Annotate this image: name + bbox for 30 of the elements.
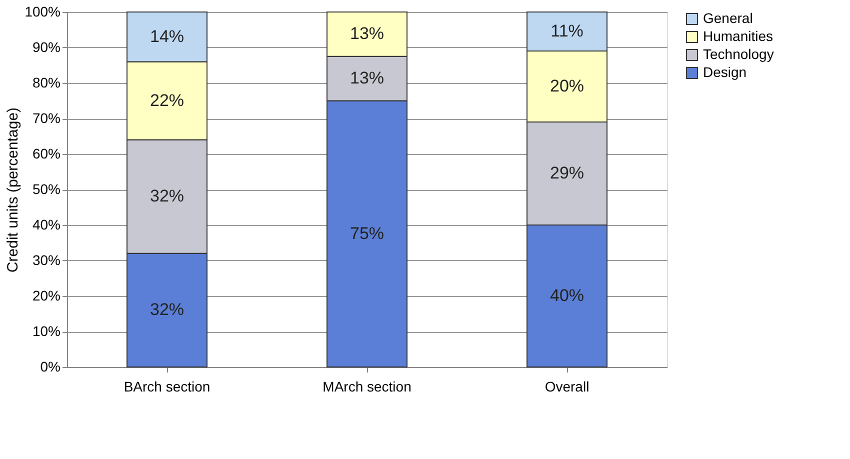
y-tick-label: 80% [32, 74, 60, 90]
y-tick-label: 30% [32, 252, 60, 268]
data-label: 14% [150, 26, 184, 46]
data-label: 20% [550, 76, 584, 96]
y-tick-label: 70% [32, 110, 60, 126]
x-tick-label: BArch section [124, 378, 210, 394]
legend-label: Design [703, 64, 747, 80]
y-tick-label: 0% [40, 358, 60, 374]
x-tick-label: MArch section [322, 378, 412, 394]
legend-label: Humanities [703, 28, 774, 44]
y-axis-title: Credit units (percentage) [4, 107, 22, 273]
data-label: 32% [150, 300, 184, 320]
y-tick-label: 40% [32, 216, 60, 232]
data-label: 13% [350, 68, 384, 88]
y-tick-label: 50% [32, 181, 60, 197]
data-label: 11% [550, 22, 584, 41]
data-label: 32% [150, 186, 184, 206]
y-tick-label: 20% [32, 288, 60, 304]
y-tick-label: 10% [32, 323, 60, 339]
data-label: 13% [350, 24, 384, 44]
data-label: 29% [550, 164, 584, 183]
legend-label: General [703, 10, 753, 26]
x-tick-label: Overall [544, 378, 590, 394]
y-tick-label: 100% [24, 4, 60, 20]
data-label: 75% [350, 224, 384, 243]
legend-label: Technology [703, 46, 774, 62]
data-label: 22% [150, 90, 184, 110]
data-label: 40% [550, 286, 584, 305]
y-tick-label: 90% [32, 39, 60, 55]
y-tick-label: 60% [32, 146, 60, 162]
